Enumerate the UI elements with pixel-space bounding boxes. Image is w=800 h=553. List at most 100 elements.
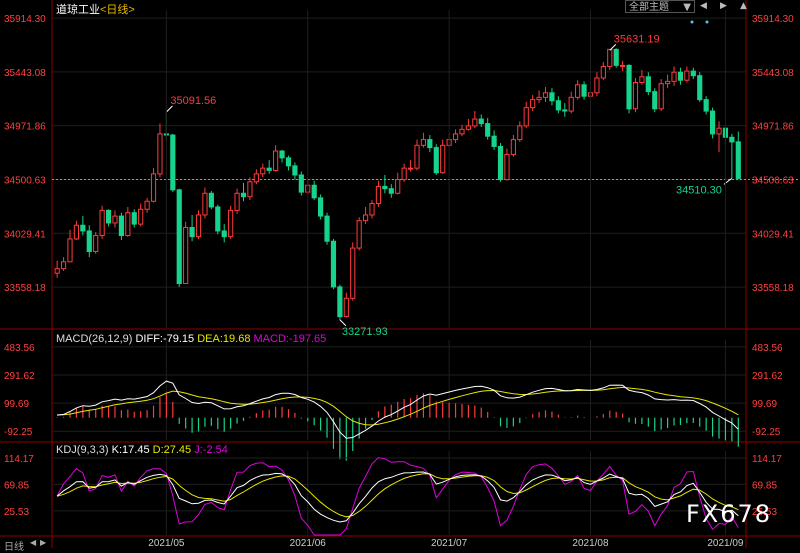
instrument-name: 道琼工业	[56, 4, 100, 16]
candle-body	[208, 192, 214, 208]
candle-body	[433, 147, 439, 174]
candle-body	[690, 70, 696, 77]
tab-prev-icon[interactable]: ◀	[30, 538, 37, 547]
watermark: FX678	[686, 500, 773, 528]
macd-title: MACD(26,12,9)	[56, 333, 133, 345]
view-theme-dropdown[interactable]: 全部主题 ▼	[625, 0, 695, 13]
candle-body	[395, 179, 401, 194]
kdj-y-tick-right: 69.85	[752, 480, 777, 491]
candle-body	[626, 64, 632, 110]
y-tick-label-left: 35443.08	[4, 68, 46, 79]
candle-body	[183, 227, 189, 284]
y-tick-label-right: 34971.86	[752, 122, 794, 133]
candle-body	[420, 139, 427, 146]
instrument-title: 道琼工业<日线>	[56, 1, 135, 17]
macd-y-tick-right: 291.62	[752, 371, 783, 382]
candle-body	[703, 99, 709, 112]
annotation-leader	[339, 319, 347, 327]
candle-body	[600, 66, 606, 79]
candle-body	[388, 188, 394, 194]
candle-body	[568, 96, 574, 112]
x-tick-label: 2021/07	[431, 538, 468, 548]
candle-body	[375, 185, 382, 205]
candle-body	[234, 192, 240, 211]
candle-body	[709, 110, 716, 135]
candle-body	[67, 238, 73, 263]
candle-body	[138, 208, 144, 225]
candle-body	[491, 135, 497, 147]
candle-body	[497, 145, 504, 181]
candle-body	[337, 286, 343, 318]
candle-body	[144, 200, 150, 210]
candle-body	[517, 125, 523, 141]
candle-body	[195, 214, 202, 238]
candle-body	[555, 100, 561, 111]
macd-diff: DIFF:-79.15	[135, 333, 195, 345]
candle-body	[86, 230, 92, 252]
candle-body	[504, 153, 510, 181]
annotation-label: 33271.93	[342, 326, 388, 338]
macd-y-tick-left: 483.56	[4, 343, 35, 354]
candle-body	[176, 189, 182, 284]
candle-body	[93, 235, 99, 252]
period-label[interactable]: <日线>	[100, 4, 135, 16]
candle-body	[523, 107, 529, 127]
candle-body	[639, 76, 645, 84]
y-tick-label-left: 33558.18	[4, 283, 46, 294]
candle-body	[330, 240, 337, 288]
candle-body	[112, 215, 118, 224]
annotation-leader	[166, 105, 173, 113]
candle-body	[369, 203, 375, 216]
candle-body	[478, 118, 484, 125]
candle-body	[118, 215, 124, 237]
candle-body	[472, 118, 478, 127]
annotation-label: 34510.30	[676, 184, 722, 196]
event-marker	[690, 20, 694, 24]
candle-body	[324, 215, 330, 242]
candle-body	[260, 167, 266, 175]
candle-body	[697, 75, 703, 101]
y-tick-label-right: 35443.08	[752, 68, 794, 79]
candle-body	[105, 209, 112, 224]
candle-body	[427, 139, 433, 149]
kdj-j-line	[56, 457, 739, 536]
candle-body	[465, 125, 471, 130]
candle-body	[549, 92, 555, 102]
annotation-label: 35091.56	[170, 95, 216, 107]
candle-body	[157, 133, 163, 175]
view-theme-label: 全部主题	[629, 2, 669, 13]
collapse-icon[interactable]: ▲	[740, 1, 747, 11]
tab-daily[interactable]: 日线	[4, 542, 24, 553]
candle-body	[677, 71, 684, 81]
candle-body	[356, 220, 362, 249]
dropdown-arrow-icon: ▼	[683, 2, 691, 13]
candle-body	[536, 96, 542, 101]
kdj-d: D:27.45	[152, 444, 192, 456]
macd-diff-line	[57, 380, 739, 439]
candle-body	[298, 174, 304, 193]
candle-body	[652, 91, 658, 110]
kdj-y-tick-right: 25.53	[752, 507, 777, 518]
candle-body	[285, 157, 292, 167]
next-icon[interactable]: ▶	[720, 1, 727, 11]
macd-legend: MACD(26,12,9) DIFF:-79.15 DEA:19.68 MACD…	[56, 333, 326, 345]
previous-icon[interactable]: ◀	[700, 1, 707, 11]
candle-body	[665, 80, 671, 85]
candle-body	[594, 77, 600, 94]
candle-body	[292, 165, 298, 176]
candle-body	[240, 192, 247, 198]
kdj-k-line	[56, 471, 739, 523]
candle-body	[452, 133, 459, 141]
candle-body	[658, 83, 664, 110]
annotation-leader	[609, 44, 617, 51]
candle-body	[279, 150, 285, 159]
macd-y-tick-left: 99.69	[4, 399, 29, 410]
macd-y-tick-right: -92.25	[752, 427, 781, 438]
kdj-y-tick-right: 114.17	[752, 454, 782, 465]
kdj-d-line	[56, 473, 739, 518]
y-tick-label-left: 34971.86	[4, 122, 46, 133]
candle-body	[80, 224, 86, 232]
tab-next-icon[interactable]: ▶	[40, 538, 47, 547]
x-tick-label: 2021/06	[290, 538, 327, 548]
